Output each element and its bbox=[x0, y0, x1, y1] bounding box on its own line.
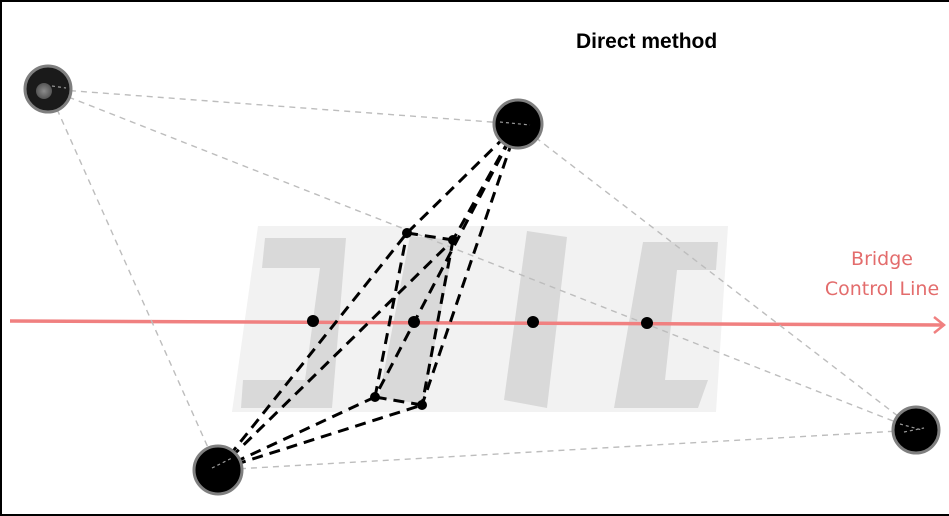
abutment-left bbox=[241, 238, 346, 408]
station-top-center bbox=[492, 98, 544, 150]
pier-corner-points bbox=[370, 228, 458, 410]
diagram-title: Direct method bbox=[576, 30, 718, 53]
bridge-label-line-1: Bridge bbox=[851, 248, 913, 270]
bridge-label-line-2: Control Line bbox=[824, 278, 940, 300]
station-bottom-left bbox=[192, 444, 244, 496]
pier-center-points bbox=[307, 315, 653, 329]
control-line-arrowhead bbox=[933, 316, 947, 334]
bridge-area-background bbox=[232, 226, 728, 412]
bridge-control-line bbox=[9, 319, 943, 327]
station-right bbox=[891, 405, 941, 455]
direct-method-lines bbox=[216, 122, 520, 472]
station-top-left bbox=[23, 64, 73, 114]
control-network-lines bbox=[47, 88, 917, 471]
bridge-control-line-label: Bridge Control Line bbox=[814, 244, 949, 304]
